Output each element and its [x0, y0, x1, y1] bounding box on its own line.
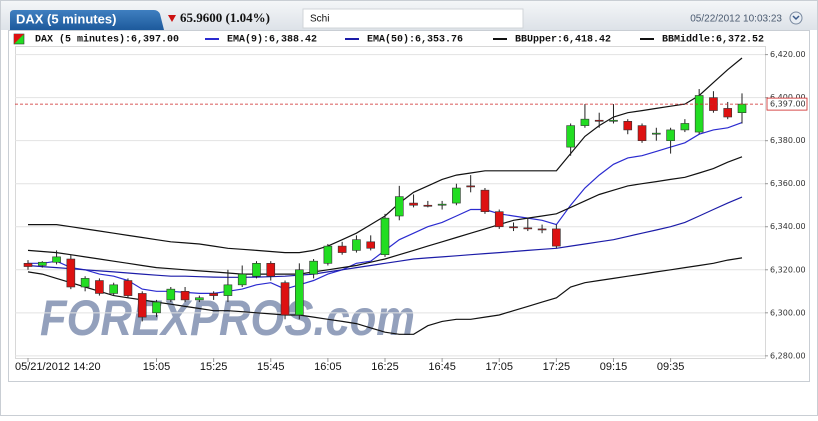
x-tick-label: 17:05 [485, 361, 513, 373]
candle-body [652, 132, 661, 135]
candle-body [166, 288, 176, 301]
candle-body [37, 261, 47, 266]
candle-body [694, 95, 704, 133]
legend-label: EMA(50):6,353.76 [367, 34, 463, 46]
candle-body [409, 202, 418, 206]
candle-body [666, 129, 675, 141]
x-tick-label: 17:25 [543, 361, 571, 373]
legend-icon [14, 34, 24, 44]
candle-body [52, 256, 61, 263]
candle-body [480, 189, 490, 212]
candle-body [637, 125, 647, 141]
menu-label: Schi [310, 14, 329, 25]
candle-body [566, 125, 575, 148]
candle-body [737, 103, 747, 114]
legend-label: BBMiddle:6,372.52 [662, 34, 764, 46]
candle-body [466, 185, 475, 188]
candle-body [452, 187, 461, 204]
instrument-title: DAX (5 minutes) [16, 11, 116, 26]
x-tick-label: 15:25 [200, 361, 228, 373]
candle-body [280, 282, 290, 316]
candle-body [252, 263, 261, 277]
candle-body [323, 245, 333, 264]
candle-body [195, 297, 204, 301]
candle-body [180, 290, 190, 301]
candle-body [137, 293, 147, 318]
indicator-line [27, 196, 743, 278]
price-change: 65.9600 (1.04%) [180, 10, 270, 25]
candle-body [552, 228, 561, 247]
candle-body [23, 263, 33, 267]
refresh-icon [792, 15, 800, 21]
x-tick-label: 16:05 [314, 361, 342, 373]
y-tick-label: 6,420.00 [770, 50, 806, 59]
y-tick-label: 6,360.00 [770, 179, 806, 188]
legend-label: EMA(9):6,388.42 [227, 34, 317, 46]
candle-body [523, 227, 533, 230]
candle-body [623, 121, 633, 131]
candle-body [594, 119, 604, 122]
legend-label: DAX (5 minutes):6,397.00 [35, 34, 179, 46]
current-price-label: 6,397.00 [770, 100, 806, 109]
x-tick-label: 09:15 [600, 361, 628, 373]
candle-body [309, 260, 318, 275]
candle-body [580, 118, 590, 126]
y-tick-label: 6,340.00 [770, 222, 806, 231]
x-tick-label: 16:45 [428, 361, 456, 373]
x-tick-label: 16:25 [371, 361, 399, 373]
candle-body [209, 293, 218, 296]
y-tick-label: 6,400.00 [770, 93, 806, 102]
candle-body [152, 301, 161, 314]
candle-body [537, 228, 547, 231]
x-tick-label: 15:45 [257, 361, 285, 373]
candle-body [95, 280, 104, 294]
x-tick-label: 15:05 [143, 361, 171, 373]
candle-body [366, 241, 376, 249]
y-tick-label: 6,300.00 [770, 308, 806, 317]
candle-body [80, 278, 90, 288]
candle-body [509, 226, 518, 229]
timestamp: 05/22/2012 10:03:23 [690, 14, 782, 25]
candle-body [680, 123, 690, 131]
candle-body [66, 258, 76, 288]
y-tick-label: 6,320.00 [770, 265, 806, 274]
candle-body [494, 211, 504, 228]
candle-body [352, 239, 361, 251]
candle-body [609, 119, 618, 122]
current-price-box [766, 97, 808, 111]
candle-body [123, 280, 133, 296]
legend-label: BBUpper:6,418.42 [515, 35, 611, 46]
menu-dropdown[interactable] [302, 8, 524, 29]
x-tick-label: 09:35 [657, 361, 685, 373]
candle-body [423, 204, 433, 207]
instrument-tab[interactable] [10, 10, 164, 30]
candle-body [394, 196, 404, 217]
candle-body [109, 284, 118, 294]
y-tick-label: 6,280.00 [770, 351, 806, 360]
candle-body [266, 263, 276, 277]
candle-body [437, 203, 447, 206]
candle-body [223, 284, 233, 296]
indicator-line [27, 156, 743, 275]
x-tick-label: 05/21/2012 14:20 [15, 361, 101, 373]
candle-body [295, 269, 304, 316]
down-arrow [168, 15, 176, 22]
candle-body [237, 273, 247, 286]
candle-body [337, 245, 347, 253]
candle-body [380, 217, 390, 256]
candle-body [723, 108, 733, 118]
y-tick-label: 6,380.00 [770, 136, 806, 145]
indicator-line [27, 257, 743, 335]
